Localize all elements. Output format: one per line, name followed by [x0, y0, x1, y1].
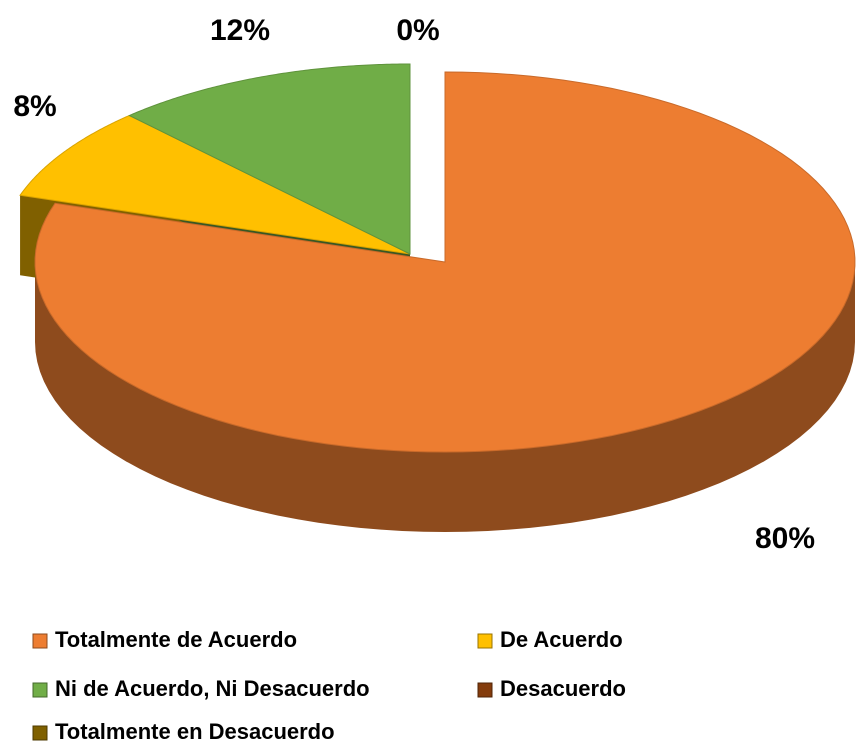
- data-label: 0%: [396, 14, 439, 47]
- legend-label: Totalmente de Acuerdo: [55, 627, 297, 652]
- data-label: 80%: [755, 522, 815, 555]
- data-label: 12%: [210, 14, 270, 47]
- data-label: 8%: [13, 90, 56, 123]
- legend-swatch: [32, 725, 48, 741]
- legend-label: Ni de Acuerdo, Ni Desacuerdo: [55, 676, 370, 701]
- legend-swatch: [32, 633, 48, 649]
- slice: [19, 114, 411, 255]
- slice: [34, 71, 856, 453]
- legend-label: Totalmente en Desacuerdo: [55, 719, 335, 744]
- legend-swatch: [477, 682, 493, 698]
- legend-swatch: [477, 633, 493, 649]
- legend-swatch: [32, 682, 48, 698]
- slice: [128, 63, 411, 255]
- legend-label: De Acuerdo: [500, 627, 623, 652]
- slice-side: [35, 262, 855, 532]
- legend-label: Desacuerdo: [500, 676, 626, 701]
